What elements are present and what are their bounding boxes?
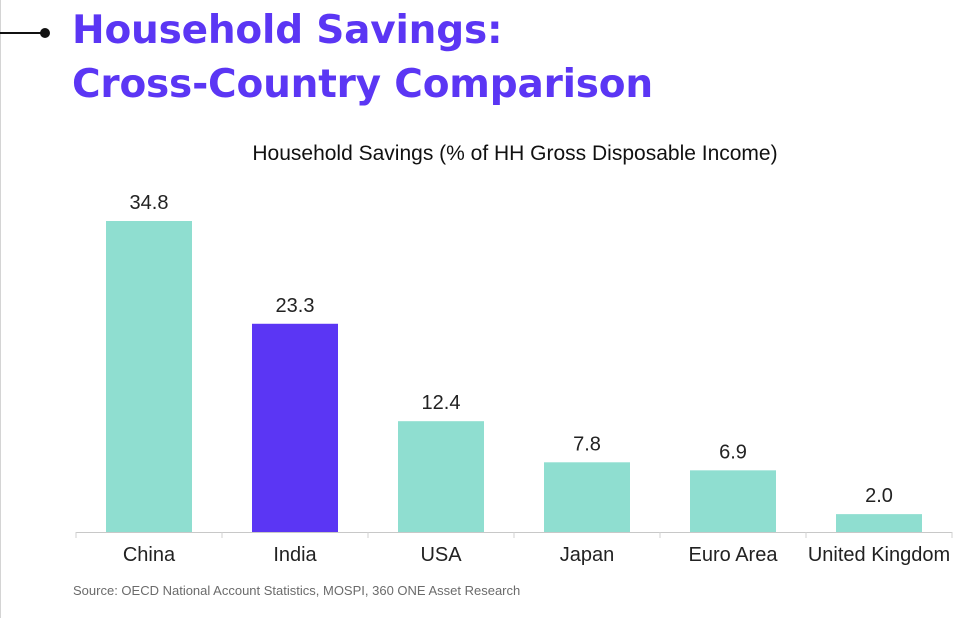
bar-india (252, 323, 338, 532)
title-pointer-icon (0, 26, 52, 40)
left-border-rule (0, 0, 1, 618)
data-label: 2.0 (865, 485, 893, 507)
x-tick-label: United Kingdom (808, 544, 950, 566)
bar-china (106, 221, 192, 532)
bar-usa (398, 421, 484, 532)
chart-title: Household Savings (% of HH Gross Disposa… (252, 142, 778, 165)
page-title-line-2: Cross-Country Comparison (72, 62, 653, 107)
x-tick-label: India (273, 544, 317, 566)
data-label: 6.9 (719, 441, 747, 463)
x-tick-label: Japan (560, 544, 615, 566)
x-tick-label: China (123, 544, 176, 566)
bar-japan (544, 462, 630, 532)
data-label: 34.8 (130, 192, 169, 214)
source-note: Source: OECD National Account Statistics… (73, 583, 521, 598)
data-label: 23.3 (276, 295, 315, 317)
data-label: 7.8 (573, 433, 601, 455)
bar-euro-area (690, 470, 776, 532)
page-title-line-1: Household Savings: (72, 8, 503, 53)
x-tick-label: Euro Area (689, 544, 779, 566)
bar-united-kingdom (836, 514, 922, 532)
data-label: 12.4 (422, 392, 461, 414)
x-tick-label: USA (420, 544, 462, 566)
page-title: Household Savings: Cross-Country Compari… (72, 4, 653, 112)
